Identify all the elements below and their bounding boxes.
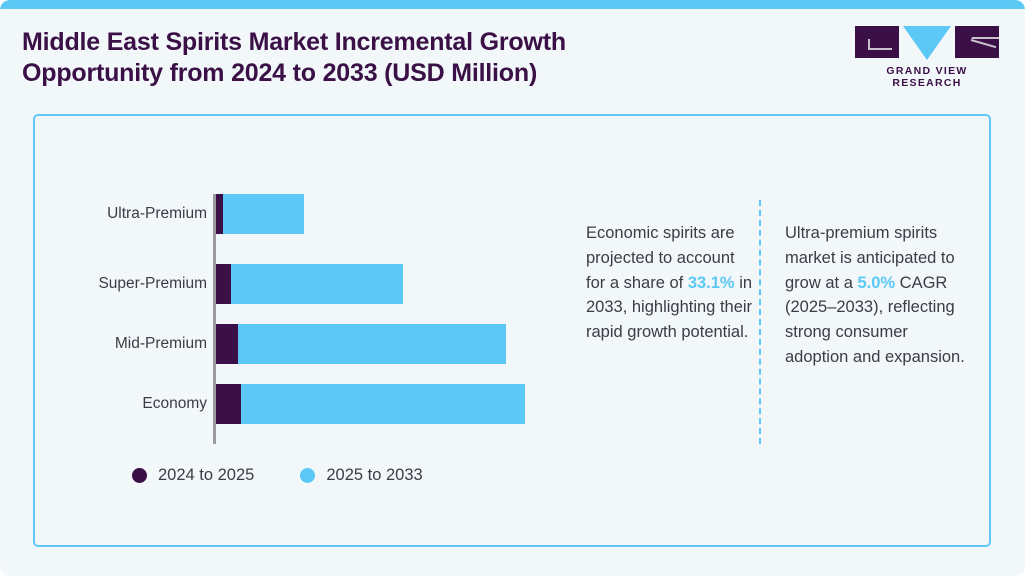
legend-swatch-icon: [300, 468, 316, 483]
bar-segment-2024-2025: [216, 384, 241, 424]
bar-segment-2024-2025: [216, 194, 223, 234]
bar-segment-2025-2033: [241, 384, 525, 424]
bar-segment-2025-2033: [223, 194, 304, 234]
legend-item-2025-2033: 2025 to 2033: [300, 466, 423, 485]
bar-segment-2024-2025: [216, 324, 238, 364]
callout-text-suffix: CAGR (2025–2033), reflecting strong cons…: [785, 273, 965, 366]
table-row: Economy: [35, 384, 565, 424]
top-accent-bar: [0, 0, 1025, 9]
logo-wordmark: GRAND VIEW RESEARCH: [886, 65, 968, 89]
bar-track: [216, 324, 506, 364]
bar-category-label: Economy: [142, 395, 207, 412]
chart-y-axis: [213, 194, 216, 444]
logo-marks: [853, 26, 1001, 60]
callout-divider: [759, 200, 761, 444]
legend-label: 2025 to 2033: [326, 466, 423, 484]
table-row: Mid-Premium: [35, 324, 565, 364]
bar-track: [216, 384, 525, 424]
bar-category-label: Mid-Premium: [114, 335, 207, 352]
callout-text-suffix: in 2033, highlighting their rapid growth…: [586, 273, 753, 342]
callout-highlight-value: 5.0%: [857, 273, 896, 292]
bar-segment-2024-2025: [216, 264, 231, 304]
logo-r-icon: [955, 26, 999, 58]
content-panel: Ultra-Premium Super-Premium Mid-Premium: [33, 114, 991, 547]
table-row: Ultra-Premium: [35, 194, 565, 234]
page-title: Middle East Spirits Market Incremental G…: [22, 27, 722, 89]
callout-highlight-value: 33.1%: [687, 273, 735, 292]
bar-category-label: Ultra-Premium: [107, 205, 207, 222]
bar-track: [216, 194, 304, 234]
legend-item-2024-2025: 2024 to 2025: [132, 466, 254, 485]
callout-text-prefix: Economic spirits are projected to accoun…: [586, 224, 735, 292]
chart-legend: 2024 to 2025 2025 to 2033: [132, 466, 423, 485]
stacked-bar-chart: Ultra-Premium Super-Premium Mid-Premium: [35, 116, 565, 549]
bar-segment-2025-2033: [231, 264, 403, 304]
callout-ultra-premium: Ultra-premium spirits market is anticipa…: [785, 221, 973, 370]
callout-text-prefix: Ultra-premium spirits market is anticipa…: [785, 224, 955, 292]
bar-segment-2025-2033: [238, 324, 506, 364]
callout-economic-spirits: Economic spirits are projected to accoun…: [586, 221, 754, 345]
logo-g-icon: [855, 26, 899, 58]
table-row: Super-Premium: [35, 264, 565, 304]
brand-logo: GRAND VIEW RESEARCH: [853, 26, 1001, 89]
legend-swatch-icon: [132, 468, 147, 483]
legend-label: 2024 to 2025: [158, 466, 255, 484]
logo-v-triangle-icon: [903, 26, 951, 60]
page-title-line-2: Opportunity from 2024 to 2033 (USD Milli…: [22, 59, 538, 87]
bar-category-label: Super-Premium: [98, 275, 207, 292]
page-title-line-1: Middle East Spirits Market Incremental G…: [22, 28, 566, 56]
bar-track: [216, 264, 403, 304]
